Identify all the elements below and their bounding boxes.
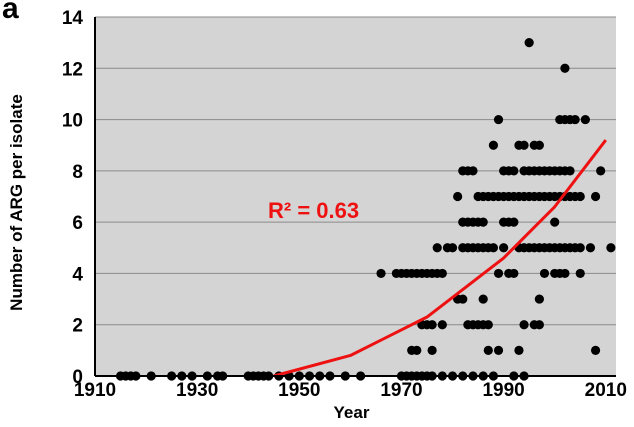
y-tick-label: 12 — [62, 59, 83, 80]
data-point — [590, 345, 601, 355]
data-point — [376, 268, 386, 279]
data-point — [427, 345, 437, 355]
data-point — [560, 268, 570, 279]
data-point — [539, 268, 550, 279]
data-point — [478, 294, 488, 304]
data-point — [483, 243, 493, 253]
data-point — [514, 345, 524, 355]
y-tick-label: 2 — [72, 316, 83, 337]
data-point — [565, 166, 575, 176]
data-point — [437, 268, 447, 279]
data-point — [478, 217, 488, 227]
data-points — [115, 38, 616, 381]
trend-line — [273, 139, 607, 378]
data-point — [575, 268, 585, 279]
data-point — [468, 166, 478, 176]
data-point — [509, 166, 519, 176]
data-point — [447, 243, 458, 253]
x-axis-title: Year — [334, 403, 370, 422]
data-point — [606, 243, 616, 253]
data-point — [427, 320, 437, 330]
data-point — [575, 243, 585, 253]
data-point — [509, 268, 519, 279]
data-point — [437, 320, 447, 330]
x-tick-label: 1910 — [74, 380, 116, 401]
data-point — [488, 140, 499, 150]
data-point — [560, 63, 570, 73]
y-tick-label: 8 — [72, 162, 83, 183]
data-point — [483, 320, 493, 330]
data-point — [493, 345, 504, 355]
data-point — [458, 294, 468, 304]
data-point — [483, 345, 493, 355]
data-point — [580, 114, 590, 125]
data-point — [596, 166, 606, 176]
y-tick-labels: 0 2 4 6 8 10 12 14 — [62, 8, 84, 388]
y-axis-title: Number of ARG per isolate — [7, 94, 26, 311]
data-point — [519, 320, 529, 330]
x-tick-label: 2010 — [585, 380, 627, 401]
x-tick-label: 1970 — [380, 380, 422, 401]
data-point — [493, 268, 504, 279]
x-tick-label: 1930 — [176, 380, 218, 401]
y-tick-label: 6 — [72, 213, 83, 234]
y-tick-label: 0 — [72, 367, 83, 388]
data-point — [534, 320, 544, 330]
data-point — [432, 243, 442, 253]
data-point — [570, 114, 580, 125]
x-tick-labels: 1910 1930 1950 1970 1990 2010 — [74, 380, 627, 401]
data-point — [550, 217, 560, 227]
data-point — [585, 243, 596, 253]
data-point — [534, 294, 544, 304]
data-point — [453, 191, 463, 202]
data-point — [493, 114, 504, 125]
gridlines — [95, 16, 616, 326]
x-tick-label: 1990 — [482, 380, 524, 401]
data-point — [524, 38, 534, 48]
y-tick-label: 10 — [62, 111, 83, 132]
data-point — [499, 243, 509, 253]
data-point — [519, 140, 529, 150]
data-point — [590, 191, 601, 202]
data-point — [412, 345, 422, 355]
data-point — [509, 217, 519, 227]
y-tick-label: 4 — [72, 264, 83, 285]
y-tick-label: 14 — [62, 8, 84, 29]
data-point — [534, 140, 544, 150]
panel-label: a — [2, 0, 19, 25]
data-point — [575, 191, 585, 202]
x-tick-label: 1950 — [278, 380, 320, 401]
r-squared-annotation: R² = 0.63 — [268, 198, 359, 223]
